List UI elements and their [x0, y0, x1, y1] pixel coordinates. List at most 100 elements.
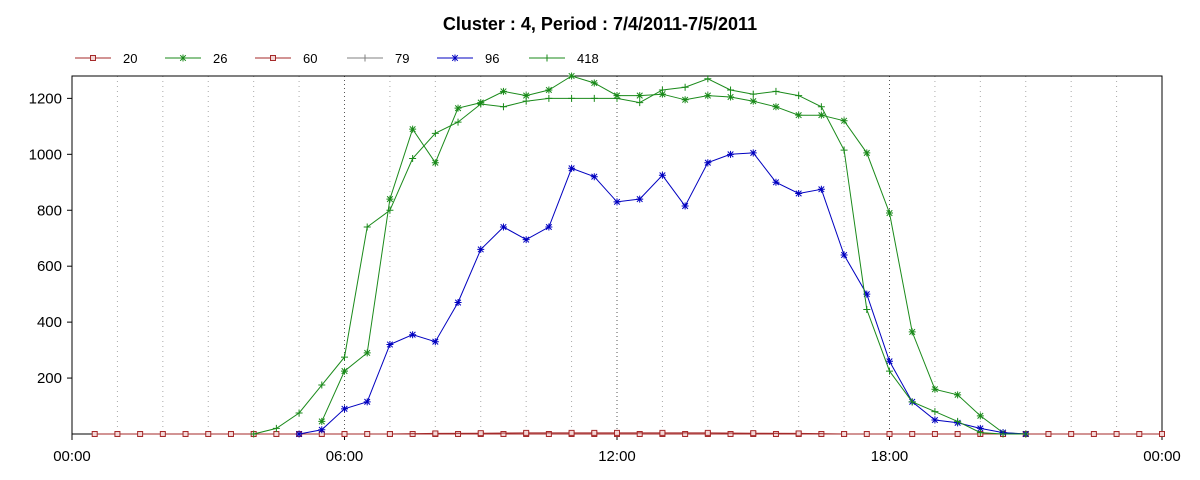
legend-item-96: 96	[437, 51, 499, 66]
data-point	[432, 430, 439, 437]
data-point	[522, 236, 530, 244]
data-point	[523, 429, 530, 436]
data-point	[749, 149, 757, 157]
legend-label: 60	[303, 51, 317, 66]
data-point	[886, 209, 893, 217]
legend-label: 20	[123, 51, 137, 66]
data-point	[909, 431, 916, 437]
data-point	[182, 431, 189, 437]
data-point	[477, 430, 484, 437]
data-point	[817, 111, 825, 119]
data-point	[341, 405, 348, 413]
data-point	[431, 129, 439, 137]
data-point	[795, 189, 803, 197]
y-tick-label: 1200	[29, 90, 62, 107]
series-line-418	[253, 78, 1026, 435]
data-point	[568, 429, 575, 436]
data-point	[499, 103, 507, 111]
series-line-26	[321, 75, 1026, 435]
data-point	[976, 412, 984, 420]
data-point	[681, 96, 689, 104]
x-tick-label: 06:00	[326, 448, 364, 465]
data-point	[568, 72, 576, 80]
data-point	[931, 416, 939, 424]
y-axis: 200 400 600 800 1000 1200	[29, 90, 72, 387]
data-point	[976, 429, 984, 437]
data-point	[727, 93, 735, 101]
data-point	[999, 430, 1007, 438]
data-point	[658, 86, 666, 94]
data-point	[522, 97, 530, 105]
series-60	[386, 429, 848, 437]
series-line-60	[389, 432, 845, 435]
data-point	[954, 431, 961, 437]
legend-label: 26	[213, 51, 227, 66]
data-point	[795, 430, 802, 437]
data-point	[954, 391, 962, 399]
data-point	[522, 92, 530, 100]
data-point	[614, 429, 620, 436]
data-point	[931, 385, 939, 393]
data-point	[727, 431, 734, 437]
data-point	[318, 426, 326, 434]
data-point	[273, 431, 280, 437]
legend-marker	[361, 54, 369, 62]
x-tick-label: 00:00	[1143, 448, 1181, 465]
data-point	[386, 206, 394, 214]
data-point	[840, 117, 848, 125]
y-tick-label: 800	[37, 202, 62, 219]
series-96	[295, 149, 1030, 438]
data-point	[545, 94, 553, 102]
data-point	[455, 431, 462, 437]
series-26	[318, 72, 1030, 438]
legend-label: 79	[395, 51, 409, 66]
data-point	[636, 99, 644, 107]
data-point	[499, 87, 507, 95]
legend-marker	[451, 54, 459, 62]
data-point	[363, 398, 371, 406]
data-point	[318, 417, 326, 425]
data-point	[1113, 431, 1120, 437]
data-point	[91, 431, 98, 437]
data-point	[636, 431, 643, 437]
data-point	[363, 223, 371, 231]
data-point	[863, 149, 871, 157]
data-point	[976, 424, 984, 432]
data-point	[341, 367, 348, 375]
data-point	[772, 178, 780, 186]
data-point	[454, 118, 462, 126]
series-group	[91, 72, 1165, 438]
data-point	[386, 431, 393, 437]
data-point	[477, 100, 485, 108]
data-point	[159, 431, 166, 437]
legend-label: 96	[485, 51, 499, 66]
data-point	[341, 353, 348, 361]
data-point	[386, 341, 394, 348]
data-point	[908, 398, 916, 406]
data-point	[1090, 431, 1097, 437]
data-point	[591, 429, 598, 436]
legend-marker	[90, 55, 96, 61]
data-point	[863, 431, 870, 437]
data-point	[545, 431, 552, 437]
data-point	[386, 195, 394, 203]
data-point	[795, 111, 803, 119]
data-point	[341, 431, 348, 437]
data-point	[704, 159, 712, 167]
data-point	[295, 409, 303, 417]
legend-marker	[543, 54, 551, 62]
data-point	[659, 429, 666, 436]
data-point	[272, 424, 280, 432]
data-point	[772, 431, 779, 437]
y-tick-label: 1000	[29, 146, 62, 163]
data-point	[704, 75, 712, 83]
y-tick-label: 600	[37, 258, 62, 275]
chart-title: Cluster : 4, Period : 7/4/2011-7/5/2011	[443, 14, 757, 34]
y-tick-label: 200	[37, 370, 62, 387]
data-point	[590, 79, 598, 87]
data-point	[409, 331, 417, 339]
series-418	[250, 75, 1030, 438]
legend-marker	[179, 54, 187, 62]
y-tick-label: 400	[37, 314, 62, 331]
data-point	[750, 430, 757, 437]
